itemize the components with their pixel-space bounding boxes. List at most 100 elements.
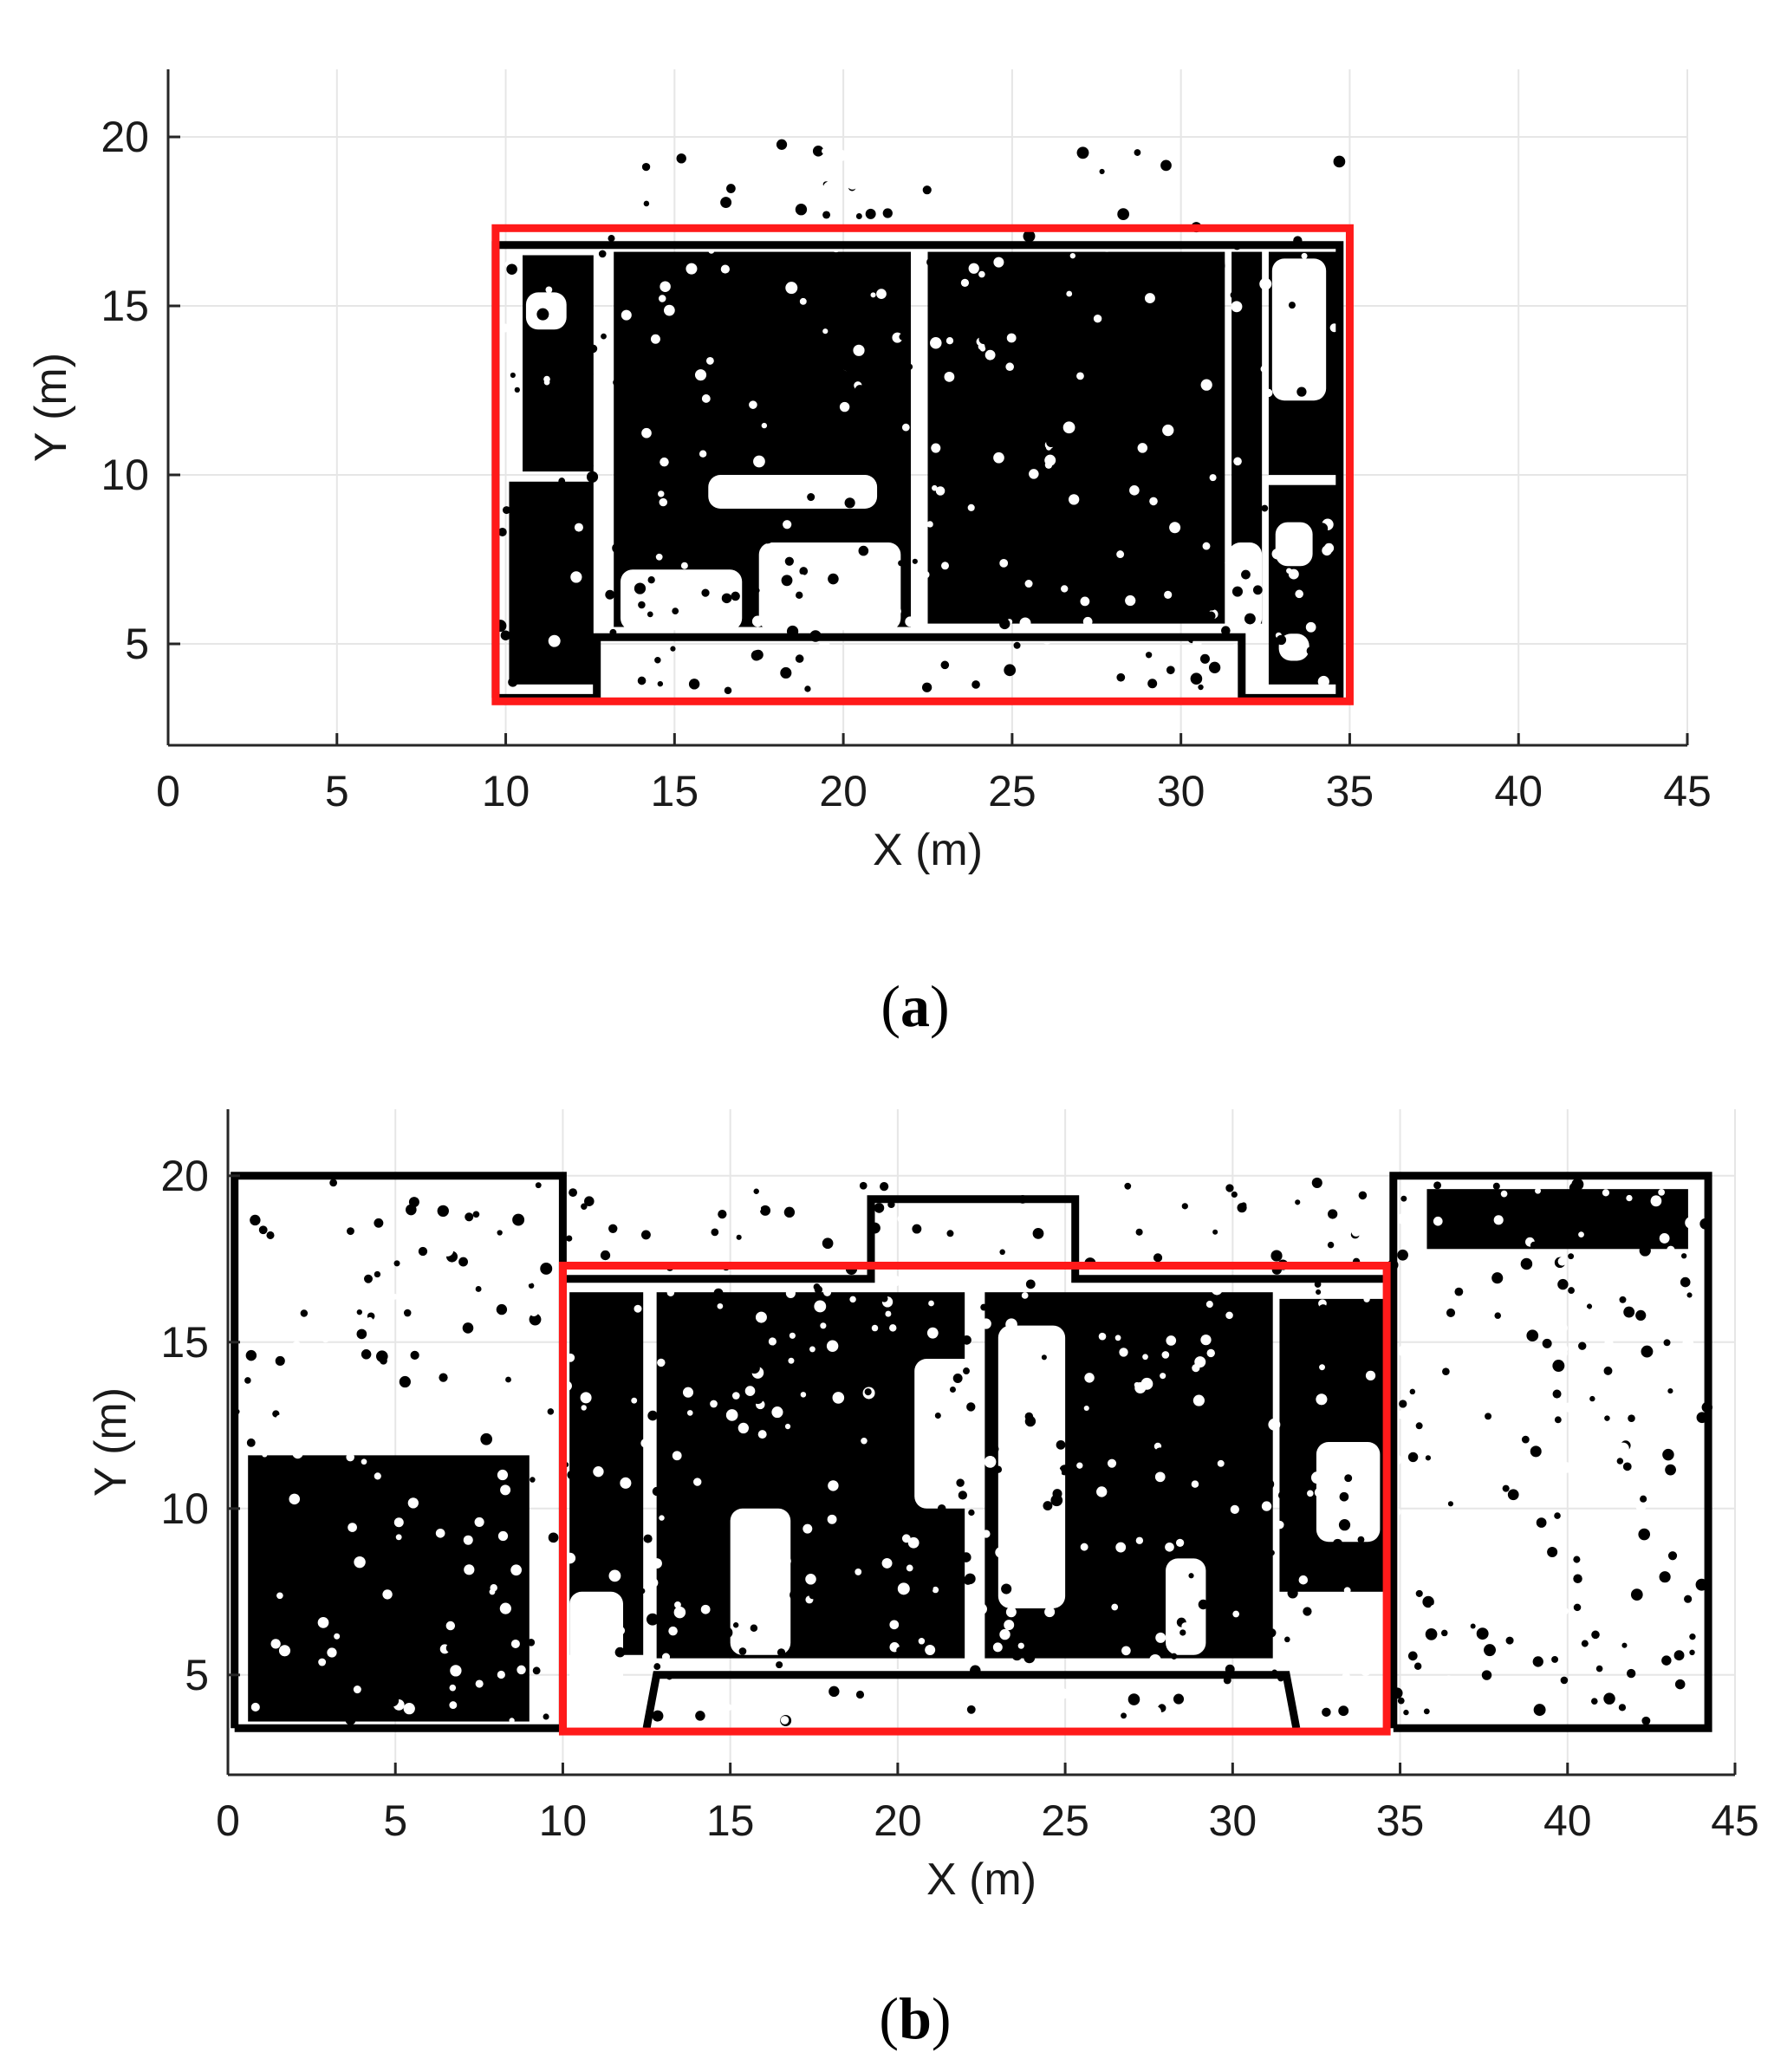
scan-point [1232,1610,1239,1618]
scan-point [731,591,740,601]
scan-point [316,1403,328,1414]
scan-point [801,1201,807,1207]
scan-point [809,1346,816,1353]
scan-point [900,361,906,367]
scan-point [500,323,510,333]
scan-point [657,1358,666,1367]
scan-point [1230,1504,1239,1514]
scan-point [1552,1389,1562,1399]
scan-point [608,1569,621,1582]
scan-point [1439,1308,1448,1316]
scan-point [672,607,679,615]
scan-point [499,1602,511,1614]
scan-point [461,1670,470,1679]
scan-point [710,1400,718,1408]
scan-point [842,361,852,372]
scan-point [1108,683,1118,693]
scan-point [718,1209,727,1219]
scan-point [1423,1708,1430,1715]
scan-point [979,346,986,352]
scan-point [823,1288,832,1296]
scan-point [1021,1430,1027,1436]
scan-point [1290,1219,1301,1231]
scan-point [761,422,768,429]
scan-point [956,1478,965,1487]
scan-point [407,1497,419,1509]
scan-point [871,1324,879,1332]
scan-point [984,349,996,360]
scan-point [874,1203,885,1213]
scan-point [517,1371,528,1382]
scan-point [1689,1298,1696,1305]
scan-point [941,1478,947,1484]
scan-point [403,1309,412,1317]
scan-point [391,1293,398,1300]
scan-point [666,1702,676,1711]
scan-point [1497,1283,1504,1290]
scan-point [848,1397,858,1407]
scan-point [669,428,677,436]
scan-point [1135,1236,1145,1245]
scan-point [244,1377,251,1384]
scan-point [1178,1413,1186,1421]
scan-point [1604,1338,1614,1348]
scan-point [1005,1607,1017,1618]
scan-point [1350,1664,1358,1673]
scan-point [664,304,675,316]
scan-point [1287,1588,1298,1599]
scan-point [1098,1332,1107,1341]
scan-point [1619,1296,1627,1303]
scan-point [1330,148,1337,155]
scan-point [1075,1595,1084,1605]
x-tick-label: 10 [482,767,530,815]
scan-point [1124,1182,1132,1190]
scan-point [506,155,515,164]
scan-point [638,601,646,609]
scan-point [380,1332,388,1340]
scan-point [270,1639,281,1649]
scan-point [1030,546,1036,553]
scan-point [708,1348,716,1356]
scan-point [1206,1348,1215,1358]
scan-point [827,1514,837,1524]
scan-point [330,1358,337,1365]
scan-point [1198,1599,1209,1610]
scan-point [899,1640,909,1649]
scan-point [497,527,507,536]
scan-point [508,677,518,687]
scan-point [408,1197,419,1208]
scan-point [513,378,522,386]
scan-point [641,427,652,438]
scan-point [500,630,511,640]
scan-point [1444,1705,1452,1713]
scan-point [1622,1557,1630,1564]
scan-point [1460,1614,1471,1625]
scan-point [658,295,666,302]
scan-point [1202,542,1211,550]
scan-point [1363,1296,1370,1302]
scan-point [937,1504,946,1513]
scan-point [824,1637,835,1647]
scan-point [284,1521,291,1528]
scan-point [1147,679,1158,689]
scan-point [1191,1480,1199,1488]
scan-point [1195,1211,1202,1218]
scan-point [257,1405,267,1416]
scan-point [689,1315,698,1324]
y-tick-label: 10 [160,1484,209,1533]
scan-point [639,1588,646,1595]
scan-point [688,1602,699,1613]
scan-point [620,1477,632,1489]
scan-point [804,685,811,692]
scan-point [771,1406,783,1419]
scan-point [1440,1629,1448,1637]
scan-point [1311,1677,1318,1684]
scan-point [1530,1193,1540,1204]
scan-point [980,1303,988,1311]
scan-point [1188,1573,1194,1579]
scan-point [1196,278,1203,285]
scan-point [898,560,905,567]
scan-point [1551,1655,1559,1663]
scan-point [347,1227,354,1236]
scan-point [701,394,711,403]
